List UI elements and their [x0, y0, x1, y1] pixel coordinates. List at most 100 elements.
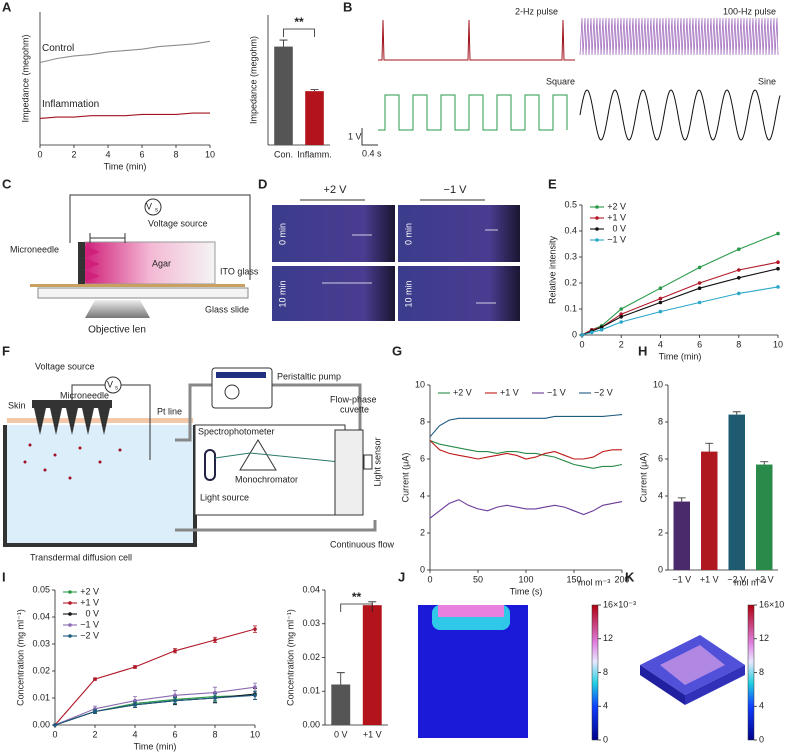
arrow	[89, 233, 126, 243]
y-tick-label: 6	[658, 453, 663, 463]
row-label: 0 min	[277, 223, 287, 245]
light-source	[204, 449, 216, 481]
marker	[697, 286, 702, 291]
marker	[580, 333, 584, 337]
series-line	[581, 286, 779, 336]
x-tick-label: 6	[139, 149, 144, 159]
y-tick-label: 0.01	[32, 692, 50, 702]
x-tick-label: 50	[473, 574, 483, 584]
heatmap-core	[438, 605, 504, 617]
series-line	[54, 628, 256, 726]
series-line	[54, 693, 256, 726]
legend-marker	[68, 634, 72, 638]
x-axis-label: Time (s)	[510, 586, 543, 596]
colorbar-tick-label: 8	[603, 667, 608, 677]
y-axis-label: Relative intensity	[547, 235, 557, 304]
y-tick-label: 10	[653, 379, 663, 389]
series-line	[54, 694, 256, 726]
row-label: 0 min	[403, 223, 413, 245]
y-tick-label: 0.04	[302, 584, 320, 594]
bar	[331, 684, 351, 725]
bar	[756, 464, 773, 570]
marker	[133, 698, 137, 703]
x-tick-label: −1 V	[672, 574, 691, 584]
marker	[93, 709, 97, 714]
panel-d: +2 V −1 V 0 min 0 min 10 min 10 min	[272, 184, 520, 321]
marker	[776, 266, 780, 271]
symbol-sub: s	[115, 386, 118, 392]
x-tick-label: 200	[614, 574, 629, 584]
colorbar-tick-label: 16×10⁻³	[603, 599, 636, 609]
y-axis-label: Current (μA)	[638, 453, 648, 503]
series-line	[581, 268, 779, 336]
y-tick-label: 0.04	[32, 611, 50, 621]
y-tick-label: 2	[420, 527, 425, 537]
panel-label: C	[2, 176, 12, 191]
trace	[579, 17, 779, 56]
measure	[322, 229, 498, 304]
series-line	[581, 233, 779, 336]
marker	[737, 291, 741, 296]
legend-marker	[68, 590, 72, 594]
panel-label: G	[392, 343, 402, 358]
y-tick-label: 0.02	[302, 652, 320, 662]
legend-marker	[68, 623, 72, 627]
label: Microneedle	[60, 390, 109, 400]
panel-label: A	[2, 0, 12, 14]
series-line	[54, 686, 256, 726]
x-tick-label: 2	[619, 339, 624, 349]
series-line	[39, 40, 211, 64]
legend-label: +1 V	[500, 387, 519, 397]
bar	[673, 501, 690, 570]
y-tick-label: 0	[420, 564, 425, 574]
symbol-sub: s	[155, 208, 158, 214]
y-tick-label: 0.01	[302, 686, 320, 696]
label: Light sensor	[372, 437, 382, 486]
label: Monochromator	[235, 474, 298, 484]
y-axis-label: Concentration (mg ml⁻¹)	[285, 609, 295, 706]
x-tick-label: 6	[697, 339, 702, 349]
marker	[53, 723, 57, 727]
panel-label: F	[2, 343, 10, 358]
y-tick-label: 0.3	[564, 251, 577, 261]
marker	[697, 300, 702, 305]
legend-label: +2 V	[607, 201, 626, 211]
label: Glass slide	[205, 304, 249, 314]
y-axis-label: Impedance (megohm)	[20, 34, 30, 122]
y-tick-label: 0	[658, 564, 663, 574]
bar	[305, 91, 324, 145]
row-label: 10 min	[403, 280, 413, 307]
x-tick-label: 0 V	[334, 729, 348, 739]
colorbar-unit: mol m⁻³	[578, 577, 610, 587]
y-tick-label: 8	[658, 416, 663, 426]
marker	[737, 276, 741, 280]
x-tick-label: 2	[92, 729, 97, 739]
light-sensor	[363, 454, 373, 470]
scale-label: 0.4 s	[362, 148, 382, 158]
trace	[378, 94, 568, 131]
x-tick-label: 0	[579, 339, 584, 349]
x-axis-label: Time (min)	[104, 161, 147, 171]
panel-label: E	[548, 176, 557, 191]
legend-label: Inflammation	[42, 99, 99, 110]
symbol: V	[146, 201, 152, 211]
panel-label: K	[625, 569, 635, 584]
x-axis-label: Time (min)	[134, 741, 177, 751]
colorbar-tick-label: 0	[603, 734, 608, 744]
image	[272, 205, 395, 262]
x-tick-label: 8	[173, 149, 178, 159]
source-symbol	[104, 376, 122, 394]
marker	[599, 328, 604, 332]
trace-label: 2-Hz pulse	[515, 6, 558, 16]
bar	[362, 605, 382, 725]
panel-label: I	[2, 569, 6, 584]
series-line	[39, 112, 210, 119]
series-line	[429, 414, 623, 438]
significance-bracket	[340, 603, 373, 612]
marker	[173, 693, 177, 698]
colorbar	[591, 604, 599, 741]
x-tick-label: 6	[172, 729, 177, 739]
legend-label: −2 V	[80, 630, 99, 640]
pump-display	[216, 372, 266, 378]
legend-label: −1 V	[80, 619, 99, 629]
